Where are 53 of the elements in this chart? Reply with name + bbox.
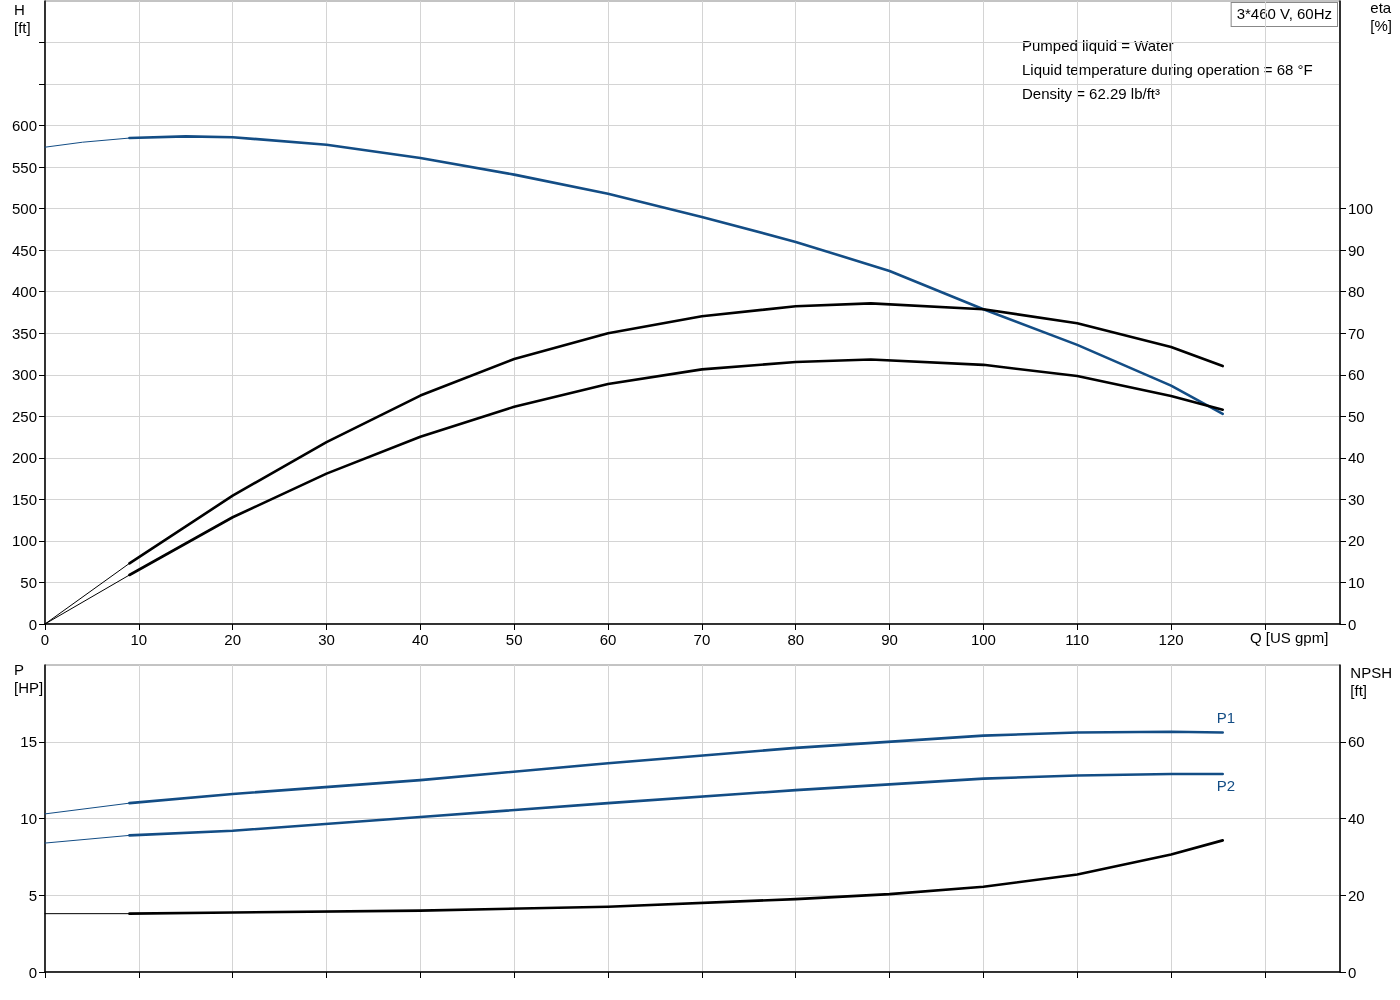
y-axis-title: H [ft] <box>14 0 31 36</box>
x-tick-label: 60 <box>599 631 617 648</box>
x-tick-label: 110 <box>1065 631 1090 648</box>
chart-title: 3*460 V, 60Hz <box>1236 5 1333 22</box>
y-tick-label: 300 <box>11 366 37 384</box>
y2-tick-label: 20 <box>1348 532 1365 550</box>
x-tick-label: 50 <box>505 631 523 648</box>
y2-tick-label: 60 <box>1348 733 1365 751</box>
y2-axis-title: eta [%] <box>1370 0 1393 34</box>
x-tick-label: 10 <box>130 631 148 648</box>
y-tick-label: 350 <box>11 324 37 342</box>
y2-tick-label: 60 <box>1348 366 1365 384</box>
x-tick-label: 80 <box>787 631 805 648</box>
y-tick-label: 50 <box>20 573 37 591</box>
y2-tick-label: 20 <box>1348 886 1365 904</box>
y2-tick-label: 0 <box>1348 963 1357 981</box>
x-axis-title: Q [US gpm] <box>1250 629 1329 646</box>
x-tick-label: 0 <box>40 631 50 648</box>
y-tick-label: 600 <box>11 117 37 135</box>
y2-tick-label: 70 <box>1348 324 1365 342</box>
y-tick-label: 250 <box>11 407 37 425</box>
x-tick-label: 30 <box>318 631 335 648</box>
x-tick-label: 90 <box>881 631 898 648</box>
y-axis-title: P [HP] <box>14 660 44 696</box>
y-tick-label: 450 <box>11 241 37 259</box>
y-tick-label: 15 <box>20 733 37 751</box>
x-tick-label: 120 <box>1158 631 1184 648</box>
y-tick-label: 400 <box>11 283 37 301</box>
series-label: P1 <box>1216 709 1236 727</box>
y2-tick-label: 80 <box>1348 283 1365 301</box>
x-tick-label: 100 <box>970 631 996 648</box>
y2-tick-label: 40 <box>1348 449 1365 467</box>
y2-tick-label: 40 <box>1348 810 1365 827</box>
x-tick-label: 40 <box>412 631 429 648</box>
y-tick-label: 550 <box>11 158 37 176</box>
y2-tick-label: 0 <box>1348 615 1357 633</box>
y-tick-label: 10 <box>20 810 37 827</box>
y-tick-label: 0 <box>28 963 37 981</box>
y2-tick-label: 90 <box>1348 241 1365 259</box>
y-tick-label: 100 <box>11 532 37 550</box>
x-tick-label: 70 <box>693 631 711 648</box>
series-label: P2 <box>1216 777 1236 795</box>
y2-tick-label: 50 <box>1348 407 1365 425</box>
y-tick-label: 0 <box>28 615 37 633</box>
y2-tick-label: 10 <box>1348 573 1365 591</box>
y-tick-label: 150 <box>11 490 37 508</box>
y-tick-label: 5 <box>28 886 37 904</box>
y2-tick-label: 30 <box>1348 490 1365 508</box>
y2-tick-label: 100 <box>1348 200 1374 218</box>
y-tick-label: 200 <box>11 449 37 467</box>
y-tick-label: 500 <box>11 200 37 218</box>
y2-axis-title: NPSH [ft] <box>1350 663 1393 699</box>
x-tick-label: 20 <box>224 631 242 648</box>
